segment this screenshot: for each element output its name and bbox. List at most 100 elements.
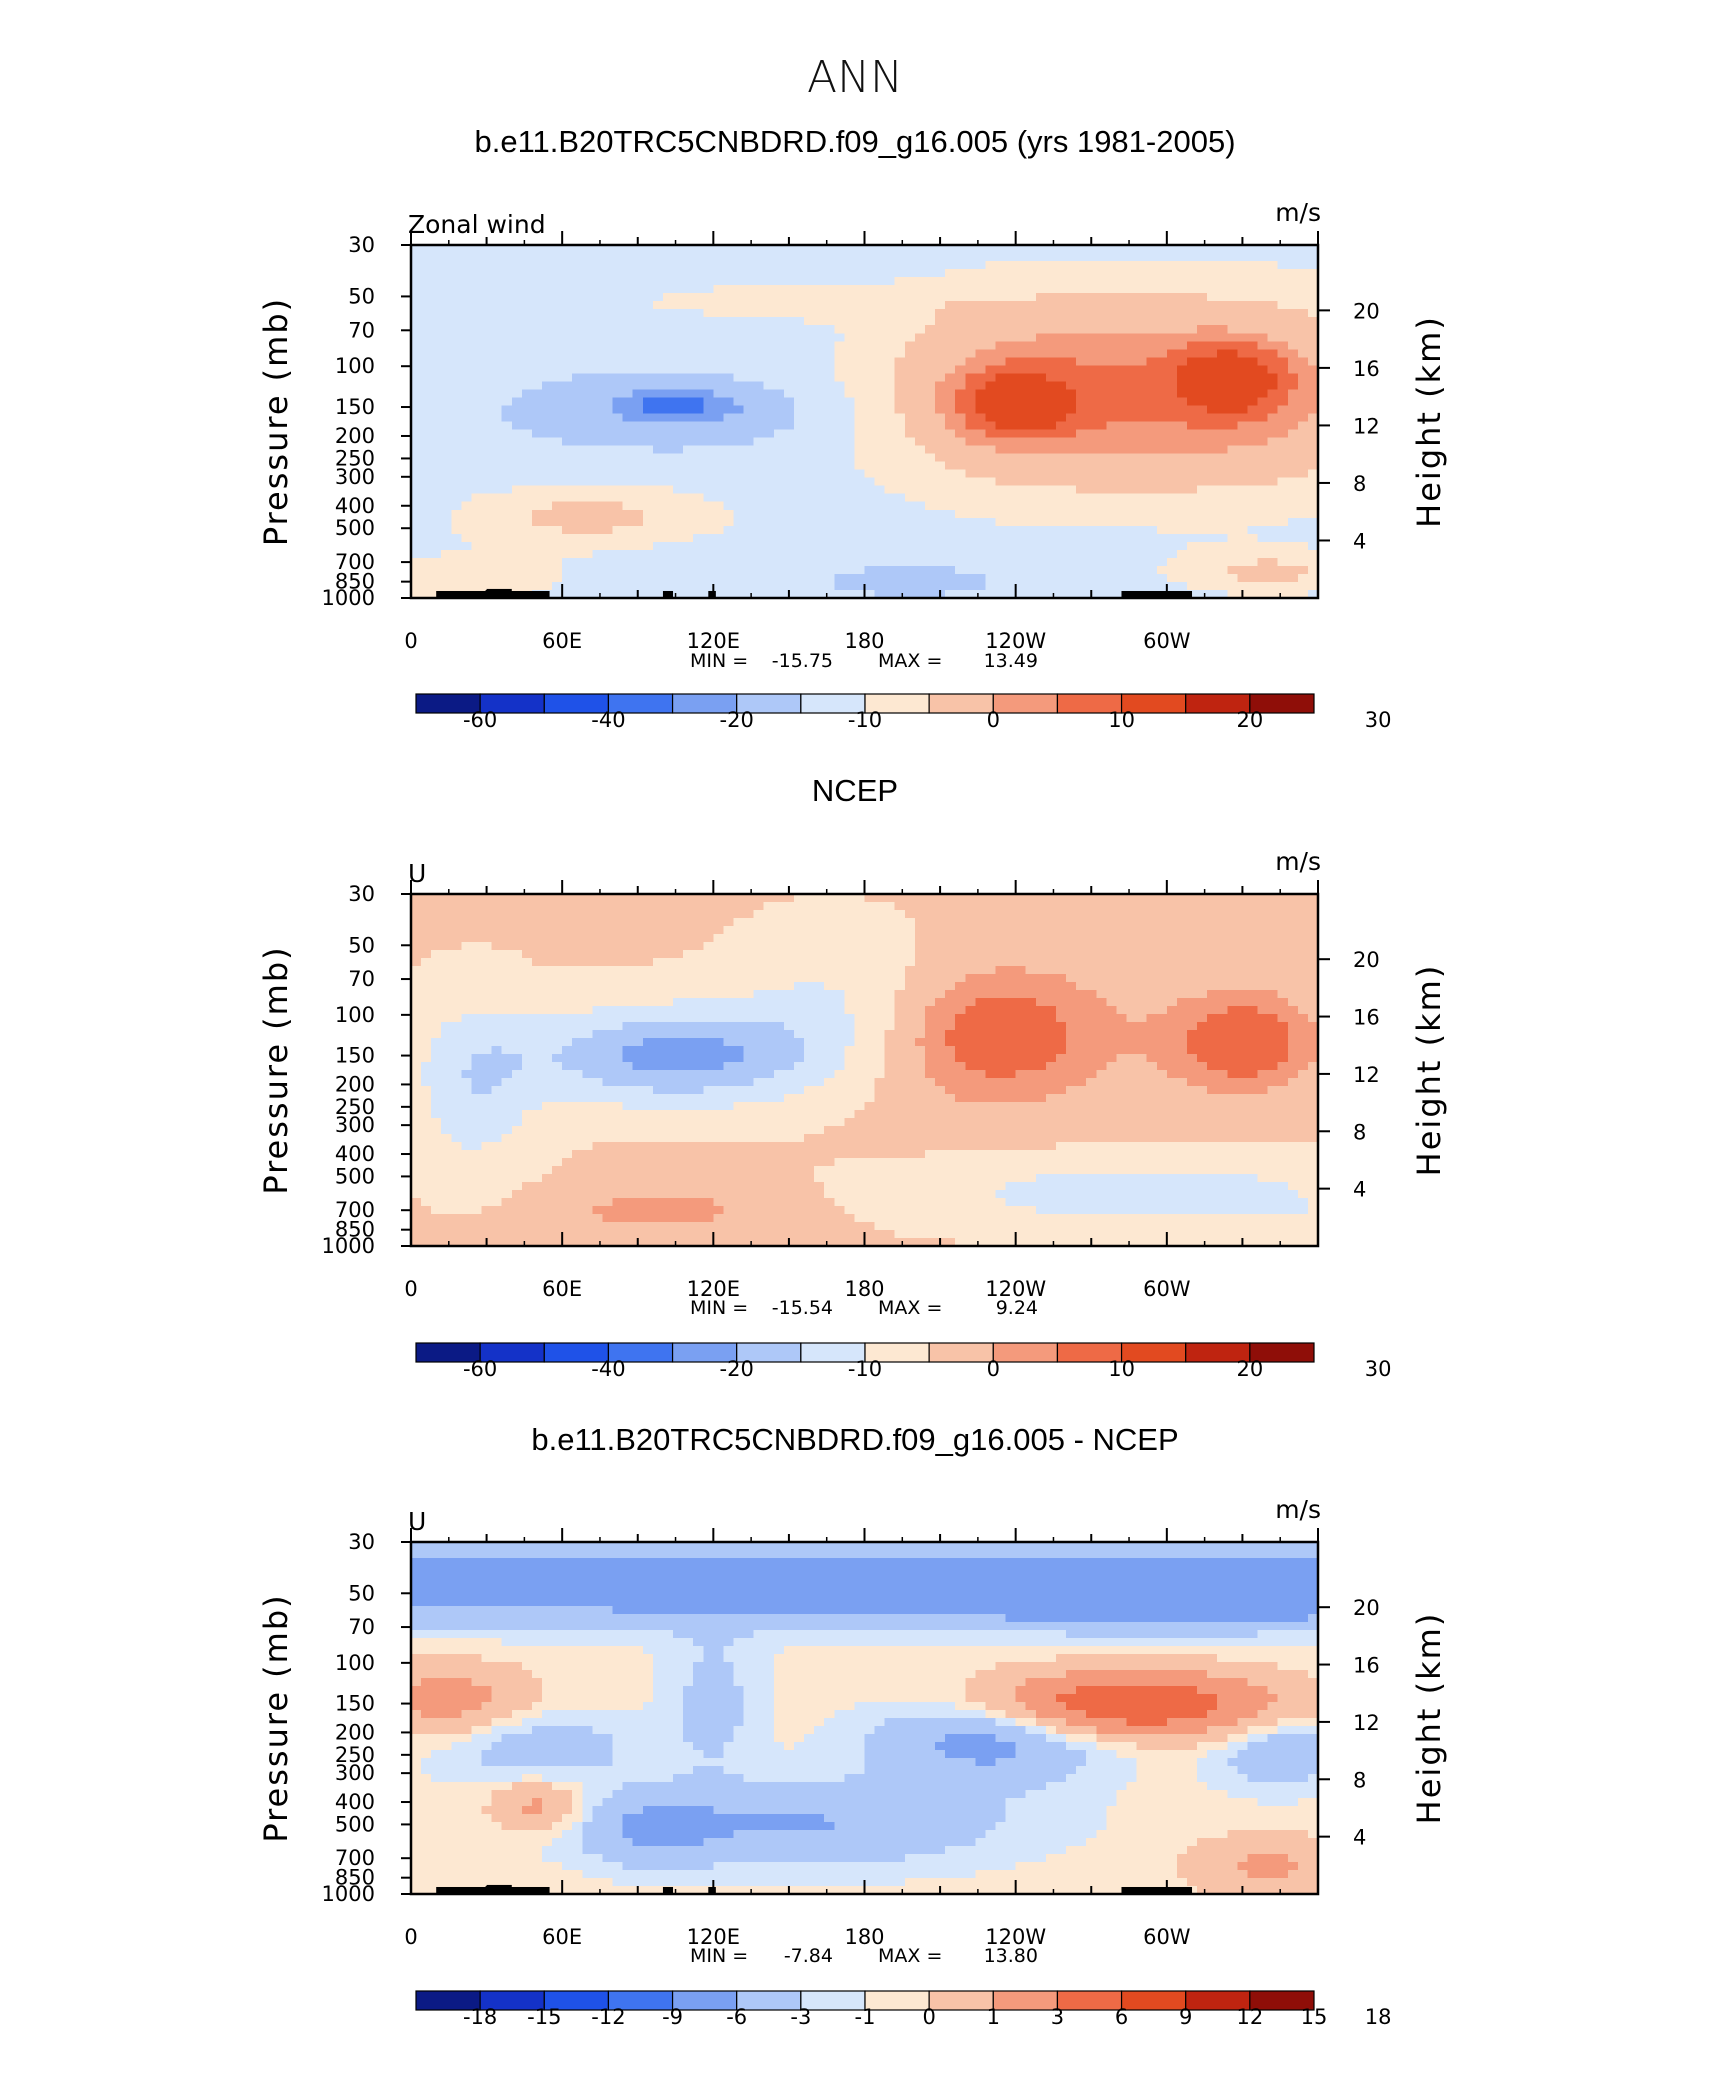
x-tick-label: 60W xyxy=(1143,629,1191,653)
y2-tick-label: 20 xyxy=(1353,299,1380,323)
colorbar-box xyxy=(992,693,1059,714)
units-label: m/s xyxy=(1275,1495,1321,1524)
max-value: 13.49 xyxy=(984,650,1038,672)
y-tick-label: 150 xyxy=(335,1692,375,1716)
y2-tick-label: 4 xyxy=(1353,1178,1366,1202)
y-tick-label: 1000 xyxy=(322,586,375,610)
y-tick-label: 250 xyxy=(335,446,375,470)
y-tick-label: 30 xyxy=(348,882,375,906)
colorbar-label: 30 xyxy=(1365,708,1392,732)
y-tick-label: 100 xyxy=(335,1651,375,1675)
max-value: 9.24 xyxy=(996,1297,1038,1319)
colorbar: -18 -15 -12 -9 -6 -3 -1 0 1 3 6 9 12 15 18 xyxy=(415,1990,1392,2029)
y-tick-label: 850 xyxy=(335,1218,375,1242)
max-label: MAX = xyxy=(878,650,942,672)
y-tick-label: 300 xyxy=(335,465,375,489)
y2-tick-label: 12 xyxy=(1353,1063,1380,1087)
y-axis-label: Pressure (mb) xyxy=(257,1593,295,1842)
colorbar-label: -20 xyxy=(720,1357,754,1381)
colorbar-label: 30 xyxy=(1365,1357,1392,1381)
colorbar-box xyxy=(1056,1990,1123,2011)
colorbar-box xyxy=(1249,1342,1315,1363)
x-tick-label: 180 xyxy=(844,629,884,653)
x-tick-label: 0 xyxy=(404,1277,417,1301)
land-block xyxy=(708,1886,716,1894)
colorbar-label: 9 xyxy=(1179,2005,1192,2029)
x-tick-label: 0 xyxy=(404,629,417,653)
colorbar-label: 12 xyxy=(1236,2005,1263,2029)
max-label: MAX = xyxy=(878,1297,942,1319)
colorbar-box xyxy=(1249,1990,1315,2011)
colorbar-box xyxy=(992,1990,1059,2011)
colorbar-label: -18 xyxy=(463,2005,497,2029)
colorbar-box xyxy=(928,693,994,714)
colorbar-label: -10 xyxy=(848,708,882,732)
min-label: MIN = xyxy=(690,1945,748,1967)
left-string: U xyxy=(408,1507,426,1536)
x-tick-label: 60W xyxy=(1143,1277,1191,1301)
colorbar-label: 18 xyxy=(1365,2005,1392,2029)
y2-axis-label: Height (km) xyxy=(1410,315,1448,528)
land-block xyxy=(662,590,674,598)
land-block xyxy=(486,1884,512,1894)
colorbar-label: 1 xyxy=(987,2005,1000,2029)
colorbar-label: 15 xyxy=(1301,2005,1328,2029)
y2-tick-label: 4 xyxy=(1353,1826,1366,1850)
y2-axis-label: Height (km) xyxy=(1410,1612,1448,1825)
y2-tick-label: 20 xyxy=(1353,1596,1380,1620)
y-tick-label: 200 xyxy=(335,1720,375,1744)
y-tick-label: 50 xyxy=(348,1581,375,1605)
x-tick-label: 60E xyxy=(542,1925,582,1949)
panel-1: b.e11.B20TRC5CNBDRD.f09_g16.005 (yrs 198… xyxy=(257,124,1448,732)
colorbar-box xyxy=(928,1990,994,2011)
y-tick-label: 300 xyxy=(335,1113,375,1137)
colorbar-box xyxy=(1249,693,1315,714)
land-block xyxy=(1121,590,1193,598)
colorbar-label: 10 xyxy=(1108,1357,1135,1381)
land-block xyxy=(486,588,512,598)
y-tick-label: 250 xyxy=(335,1743,375,1767)
contour-field xyxy=(411,1542,1319,1895)
y-tick-label: 100 xyxy=(335,354,375,378)
y-tick-label: 70 xyxy=(348,318,375,342)
y-tick-label: 70 xyxy=(348,1615,375,1639)
colorbar-label: -12 xyxy=(591,2005,625,2029)
y-tick-label: 700 xyxy=(335,550,375,574)
colorbar-label: 6 xyxy=(1115,2005,1128,2029)
colorbar-label: -20 xyxy=(720,708,754,732)
y-tick-label: 50 xyxy=(348,933,375,957)
left-string: Zonal wind xyxy=(408,210,546,239)
y-tick-label: 700 xyxy=(335,1846,375,1870)
figure-title: ANN xyxy=(807,52,903,103)
y2-axis-label: Height (km) xyxy=(1410,964,1448,1177)
y-tick-label: 500 xyxy=(335,516,375,540)
y-tick-label: 700 xyxy=(335,1198,375,1222)
colorbar-label: -15 xyxy=(527,2005,561,2029)
y2-tick-label: 8 xyxy=(1353,472,1366,496)
y2-tick-label: 8 xyxy=(1353,1120,1366,1144)
colorbar-label: 20 xyxy=(1236,708,1263,732)
colorbar-label: -1 xyxy=(855,2005,876,2029)
y2-tick-label: 12 xyxy=(1353,414,1380,438)
min-label: MIN = xyxy=(690,650,748,672)
y-tick-label: 100 xyxy=(335,1003,375,1027)
colorbar-label: 0 xyxy=(922,2005,935,2029)
y-tick-label: 30 xyxy=(348,233,375,257)
y-tick-label: 150 xyxy=(335,395,375,419)
y2-tick-label: 16 xyxy=(1353,1006,1380,1030)
colorbar: -60 -40 -20 -10 0 10 20 30 xyxy=(415,1342,1392,1381)
max-label: MAX = xyxy=(878,1945,942,1967)
colorbar-label: -40 xyxy=(591,708,625,732)
colorbar-box xyxy=(928,1342,994,1363)
land-block xyxy=(708,590,716,598)
colorbar-label: -60 xyxy=(463,708,497,732)
min-value: -15.54 xyxy=(772,1297,833,1319)
contour-field xyxy=(411,894,1319,1247)
x-tick-label: 120E xyxy=(687,1925,740,1949)
min-value: -15.75 xyxy=(772,650,833,672)
y-tick-label: 400 xyxy=(335,1790,375,1814)
colorbar-label: 0 xyxy=(987,1357,1000,1381)
y2-tick-label: 8 xyxy=(1353,1768,1366,1792)
y-tick-label: 70 xyxy=(348,967,375,991)
